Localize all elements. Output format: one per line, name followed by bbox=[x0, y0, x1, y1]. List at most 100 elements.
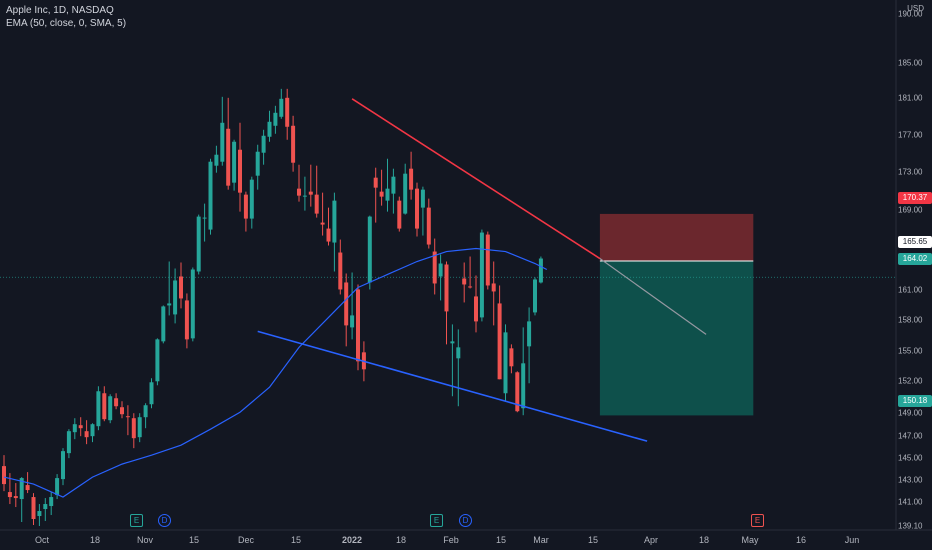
candle-body bbox=[173, 280, 177, 314]
candle-body bbox=[197, 217, 201, 272]
candle-body bbox=[350, 315, 354, 327]
candle-body bbox=[386, 189, 390, 201]
time-tick-label: Jun bbox=[845, 535, 860, 545]
candle-body bbox=[509, 348, 513, 366]
candle-body bbox=[150, 382, 154, 404]
take-profit-zone bbox=[600, 261, 753, 415]
ema-line bbox=[4, 249, 547, 498]
candle-body bbox=[327, 229, 331, 242]
candle-body bbox=[285, 98, 289, 127]
time-tick-label: 2022 bbox=[342, 535, 362, 545]
time-tick-label: 15 bbox=[496, 535, 506, 545]
price-tick-label: 173.00 bbox=[898, 168, 928, 177]
dividend-marker-icon[interactable]: D bbox=[459, 514, 472, 527]
entry-price-tag: 165.65 bbox=[898, 236, 932, 248]
candle-body bbox=[338, 253, 342, 290]
candle-body bbox=[232, 142, 236, 183]
candle-body bbox=[43, 504, 47, 509]
time-tick-label: Nov bbox=[137, 535, 153, 545]
price-tick-label: 158.00 bbox=[898, 316, 928, 325]
dividend-marker-icon[interactable]: D bbox=[158, 514, 171, 527]
candle-body bbox=[368, 217, 372, 283]
candle-body bbox=[427, 208, 431, 245]
candle-body bbox=[244, 195, 248, 219]
candle-body bbox=[250, 180, 254, 219]
candle-body bbox=[527, 321, 531, 346]
time-tick-label: Oct bbox=[35, 535, 49, 545]
candle-body bbox=[403, 174, 407, 214]
time-tick-label: 15 bbox=[588, 535, 598, 545]
candle-body bbox=[96, 391, 100, 426]
candle-body bbox=[262, 136, 266, 153]
candle-body bbox=[256, 152, 260, 176]
candle-body bbox=[155, 339, 159, 381]
candle-body bbox=[268, 122, 272, 137]
candle-body bbox=[120, 407, 124, 414]
candle-body bbox=[445, 265, 449, 312]
candle-body bbox=[303, 196, 307, 197]
chart-legend: Apple Inc, 1D, NASDAQ EMA (50, close, 0,… bbox=[6, 4, 126, 30]
candle-body bbox=[14, 496, 18, 498]
price-tick-label: 181.00 bbox=[898, 94, 928, 103]
price-tick-label: 147.00 bbox=[898, 432, 928, 441]
time-tick-label: 18 bbox=[396, 535, 406, 545]
candle-body bbox=[279, 99, 283, 117]
candle-body bbox=[474, 296, 478, 321]
indicator-line: EMA (50, close, 0, SMA, 5) bbox=[6, 17, 126, 30]
price-tick-label: 139.10 bbox=[898, 522, 928, 531]
candle-body bbox=[291, 126, 295, 163]
candle-body bbox=[102, 393, 106, 419]
price-tick-label: 177.00 bbox=[898, 131, 928, 140]
candle-body bbox=[91, 424, 95, 436]
candle-body bbox=[468, 286, 472, 287]
candle-body bbox=[108, 396, 112, 420]
earnings-marker-icon[interactable]: E bbox=[130, 514, 143, 527]
earnings-marker-icon[interactable]: E bbox=[430, 514, 443, 527]
candle-body bbox=[521, 363, 525, 408]
candle-body bbox=[238, 150, 242, 193]
candle-body bbox=[61, 451, 65, 479]
price-tick-label: 141.00 bbox=[898, 498, 928, 507]
candle-body bbox=[79, 425, 83, 428]
time-tick-label: 18 bbox=[699, 535, 709, 545]
candle-body bbox=[533, 279, 537, 312]
candle-body bbox=[356, 289, 360, 361]
candle-body bbox=[421, 190, 425, 208]
candle-body bbox=[539, 259, 543, 283]
candle-body bbox=[456, 347, 460, 358]
time-tick-label: Dec bbox=[238, 535, 254, 545]
candle-body bbox=[409, 169, 413, 190]
candle-body bbox=[415, 189, 419, 229]
price-tick-label: 190.00 bbox=[898, 10, 928, 19]
candle-body bbox=[209, 162, 213, 230]
price-tick-label: 149.00 bbox=[898, 409, 928, 418]
candle-body bbox=[167, 303, 171, 305]
candle-body bbox=[504, 332, 508, 393]
time-tick-label: May bbox=[741, 535, 758, 545]
candle-body bbox=[126, 416, 130, 417]
candle-body bbox=[73, 424, 77, 432]
symbol-line: Apple Inc, 1D, NASDAQ bbox=[6, 4, 126, 17]
candle-body bbox=[309, 192, 313, 195]
candle-body bbox=[214, 155, 218, 166]
candle-body bbox=[492, 283, 496, 291]
candle-body bbox=[2, 466, 6, 484]
candle-body bbox=[185, 300, 189, 339]
candle-body bbox=[439, 264, 443, 277]
candle-body bbox=[179, 276, 183, 298]
candle-body bbox=[397, 201, 401, 229]
price-tick-label: 152.00 bbox=[898, 377, 928, 386]
time-tick-label: 15 bbox=[189, 535, 199, 545]
candle-body bbox=[138, 417, 142, 437]
stop-loss-zone bbox=[600, 214, 753, 261]
candle-body bbox=[462, 278, 466, 284]
candle-body bbox=[114, 398, 118, 406]
price-tick-label: 145.00 bbox=[898, 454, 928, 463]
candle-body bbox=[450, 341, 454, 343]
time-tick-label: Apr bbox=[644, 535, 658, 545]
candle-body bbox=[297, 189, 301, 196]
earnings-marker-icon[interactable]: E bbox=[751, 514, 764, 527]
last-price-tag: 164.02 bbox=[898, 253, 932, 265]
candle-body bbox=[380, 192, 384, 197]
